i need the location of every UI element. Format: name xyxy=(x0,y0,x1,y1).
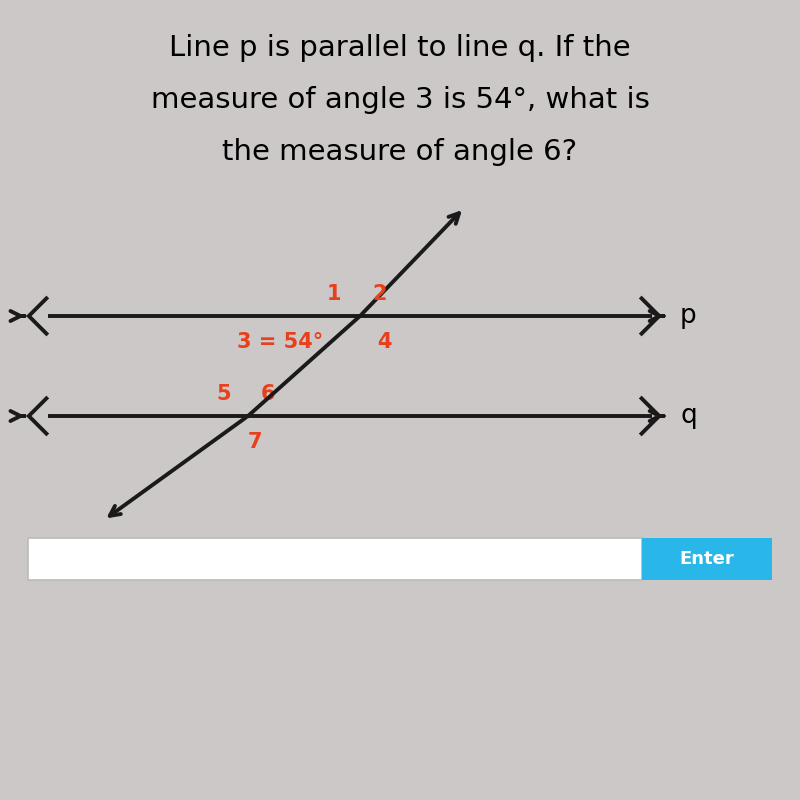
Text: 2: 2 xyxy=(373,284,387,304)
Text: 1: 1 xyxy=(327,284,342,304)
Text: 3 = 54°: 3 = 54° xyxy=(237,331,323,352)
Text: 4: 4 xyxy=(377,331,391,352)
Text: 6: 6 xyxy=(261,384,275,403)
FancyBboxPatch shape xyxy=(28,538,642,580)
Text: Line p is parallel to line q. If the: Line p is parallel to line q. If the xyxy=(169,34,631,62)
Text: 5: 5 xyxy=(217,384,231,403)
Text: Enter: Enter xyxy=(679,550,734,568)
Text: 7: 7 xyxy=(247,432,262,451)
Text: q: q xyxy=(680,403,697,429)
Text: measure of angle 3 is 54°, what is: measure of angle 3 is 54°, what is xyxy=(150,86,650,114)
FancyBboxPatch shape xyxy=(642,538,772,580)
Text: p: p xyxy=(680,303,697,329)
Text: the measure of angle 6?: the measure of angle 6? xyxy=(222,138,578,166)
